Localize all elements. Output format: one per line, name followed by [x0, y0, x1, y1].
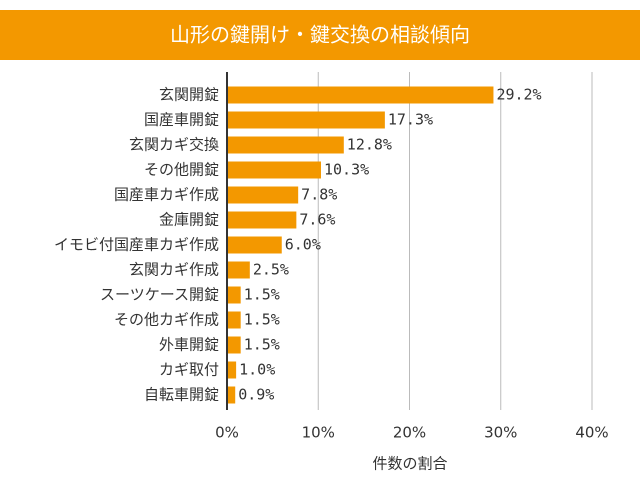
value-label: 7.6%: [299, 211, 335, 229]
value-label: 1.5%: [244, 286, 280, 304]
bar: [227, 286, 241, 304]
y-tick-label: カギ取付: [159, 361, 219, 379]
y-tick-label: その他開錠: [144, 161, 219, 179]
y-tick-label: 玄関カギ作成: [129, 261, 219, 279]
bar: [227, 336, 241, 354]
bar: [227, 161, 321, 179]
value-label: 1.5%: [244, 336, 280, 354]
value-label: 29.2%: [496, 86, 541, 104]
value-label: 0.9%: [238, 386, 274, 404]
chart-title: 山形の鍵開け・鍵交換の相談傾向: [170, 23, 470, 47]
y-tick-label: スーツケース開錠: [100, 286, 219, 304]
value-label: 7.8%: [301, 186, 337, 204]
bar: [227, 236, 282, 254]
x-tick-label: 30%: [484, 424, 517, 442]
x-tick-label: 40%: [575, 424, 608, 442]
bar: [227, 86, 494, 104]
bar: [227, 136, 344, 154]
bar: [227, 261, 250, 279]
y-tick-label: 玄関開錠: [159, 86, 219, 104]
y-tick-label: 国産車カギ作成: [114, 186, 219, 204]
bar: [227, 211, 297, 229]
value-label: 17.3%: [388, 111, 433, 129]
bar: [227, 186, 299, 204]
x-tick-label: 10%: [302, 424, 335, 442]
bar: [227, 361, 237, 379]
title-banner: [0, 10, 640, 60]
x-tick-label: 20%: [393, 424, 426, 442]
x-tick-label: 0%: [215, 424, 239, 442]
y-tick-label: 金庫開錠: [159, 211, 219, 229]
value-label: 6.0%: [285, 236, 321, 254]
x-axis-label: 件数の割合: [372, 455, 447, 473]
value-label: 2.5%: [253, 261, 289, 279]
y-tick-label: イモビ付国産車カギ作成: [54, 236, 219, 254]
y-tick-label: 自転車開錠: [144, 386, 219, 404]
value-label: 12.8%: [347, 136, 392, 154]
value-label: 1.0%: [239, 361, 275, 379]
y-tick-label: 国産車開錠: [144, 111, 219, 129]
y-tick-label: 外車開錠: [159, 336, 219, 354]
bar: [227, 386, 236, 404]
bar: [227, 111, 385, 129]
value-label: 10.3%: [324, 161, 369, 179]
bar: [227, 311, 241, 329]
value-label: 1.5%: [244, 311, 280, 329]
y-tick-label: 玄関カギ交換: [129, 136, 219, 154]
y-tick-label: その他カギ作成: [114, 311, 219, 329]
